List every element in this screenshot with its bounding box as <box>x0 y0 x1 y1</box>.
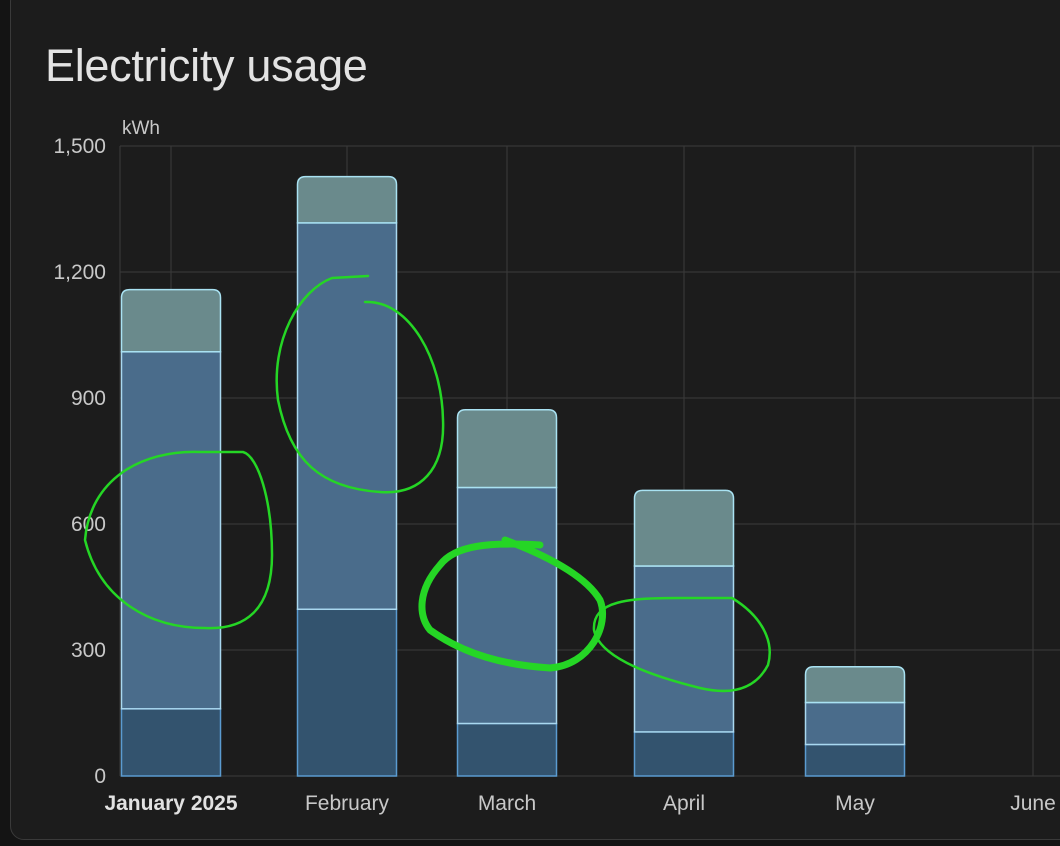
bar-segment[interactable] <box>120 288 222 353</box>
bar-segment[interactable] <box>296 608 398 777</box>
x-tick-label: June <box>1010 792 1056 815</box>
y-tick-label: 1,500 <box>53 135 106 158</box>
y-tick-label: 0 <box>94 765 106 788</box>
bar-segment[interactable] <box>456 409 558 489</box>
x-tick-label: May <box>835 792 875 815</box>
annotation-circle-march <box>418 536 607 672</box>
bar-segment[interactable] <box>804 743 906 777</box>
bar-segment[interactable] <box>804 701 906 746</box>
handwritten-annotations <box>83 274 771 693</box>
bar-segment[interactable] <box>633 565 735 733</box>
bar-segment[interactable] <box>633 731 735 777</box>
x-tick-label: January 2025 <box>104 792 237 815</box>
bar-stacks[interactable] <box>120 175 906 777</box>
bar-stack[interactable] <box>804 666 906 777</box>
bar-segment[interactable] <box>296 175 398 224</box>
y-tick-label: 300 <box>71 639 106 662</box>
bar-stack[interactable] <box>633 489 735 777</box>
bar-segment[interactable] <box>120 708 222 777</box>
bar-stack[interactable] <box>120 288 222 777</box>
grid-lines <box>119 145 1060 777</box>
bar-segment[interactable] <box>804 666 906 704</box>
bar-segment[interactable] <box>456 486 558 725</box>
y-axis-unit: kWh <box>122 118 160 139</box>
x-tick-label: April <box>663 792 705 815</box>
annotation-circle-january <box>83 450 274 630</box>
x-axis-ticks: January 2025 February March April May June <box>104 792 1055 815</box>
bar-segment[interactable] <box>120 351 222 710</box>
bar-stack[interactable] <box>456 409 558 777</box>
y-tick-label: 1,200 <box>53 261 106 284</box>
x-tick-label: March <box>478 792 536 815</box>
bar-segment[interactable] <box>296 222 398 611</box>
annotation-circle-april <box>592 596 771 693</box>
bar-stack[interactable] <box>296 175 398 777</box>
x-tick-label: February <box>305 792 390 815</box>
y-tick-label: 900 <box>71 387 106 410</box>
annotation-circle-february <box>275 274 445 494</box>
bar-segment[interactable] <box>633 489 735 567</box>
bar-segment[interactable] <box>456 722 558 777</box>
card-title: Electricity usage <box>45 40 368 91</box>
